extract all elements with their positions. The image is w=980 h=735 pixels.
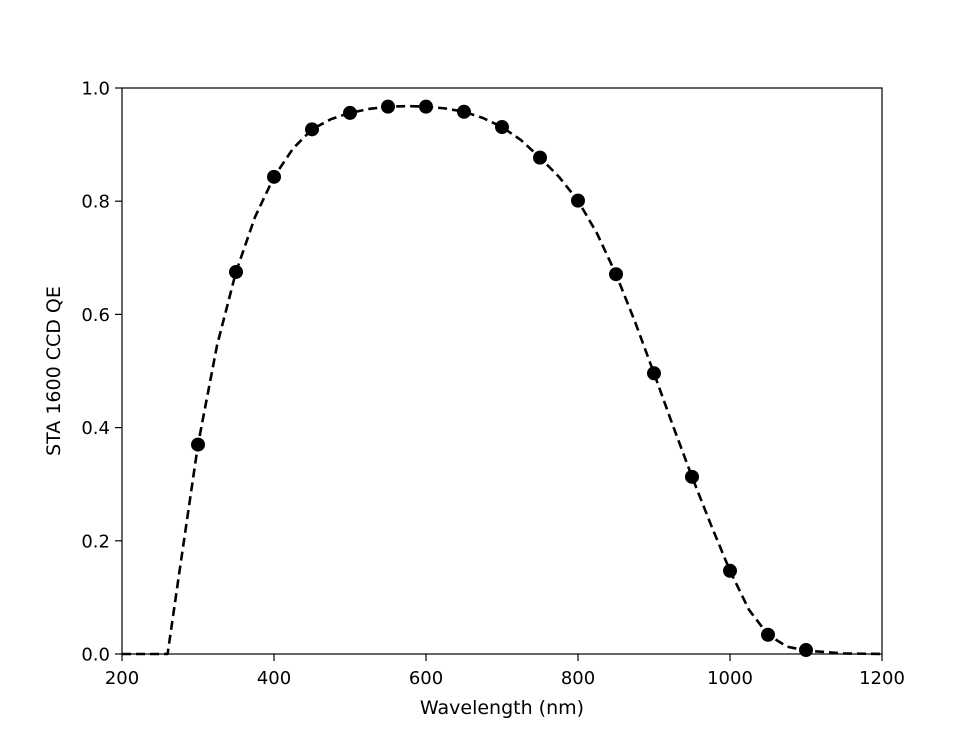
qe-data-point	[495, 120, 509, 135]
x-tick-label: 800	[561, 668, 595, 689]
qe-data-point	[229, 264, 243, 279]
qe-data-point	[571, 193, 585, 208]
x-tick-label: 200	[105, 668, 139, 689]
x-tick-label: 600	[409, 668, 443, 689]
qe-data-point	[343, 105, 357, 120]
x-axis-ticks: 200 400 600 800 1000 1200	[105, 654, 905, 689]
y-axis-ticks: 0.0 0.2 0.4 0.6 0.8 1.0	[81, 79, 122, 666]
y-tick-label: 0.2	[81, 531, 110, 552]
y-tick-label: 0.4	[81, 418, 110, 439]
qe-data-point	[685, 469, 699, 484]
qe-data-point	[647, 366, 661, 381]
curve-layer	[122, 104, 883, 656]
qe-data-point	[609, 267, 623, 282]
x-tick-label: 400	[257, 668, 291, 689]
plot-frame	[121, 87, 883, 655]
qe-data-point	[419, 99, 433, 114]
qe-data-point	[533, 150, 547, 165]
y-axis-label: STA 1600 CCD QE	[43, 286, 65, 456]
qe-data-point	[191, 437, 205, 452]
qe-data-point	[457, 104, 471, 119]
qe-data-point	[761, 627, 775, 642]
plot-background	[122, 88, 882, 654]
y-tick-label: 0.6	[81, 305, 110, 326]
qe-data-point	[267, 169, 281, 184]
y-tick-label: 1.0	[81, 79, 110, 100]
x-axis-label: Wavelength (nm)	[420, 697, 584, 719]
qe-data-point	[799, 643, 813, 658]
qe-data-point	[723, 563, 737, 578]
qe-data-point	[305, 122, 319, 137]
y-tick-label: 0.8	[81, 192, 110, 213]
y-tick-label: 0.0	[81, 645, 110, 666]
qe-data-point	[381, 99, 395, 114]
x-tick-label: 1000	[707, 668, 753, 689]
x-tick-label: 1200	[859, 668, 905, 689]
qe-fit-curve	[122, 104, 883, 656]
